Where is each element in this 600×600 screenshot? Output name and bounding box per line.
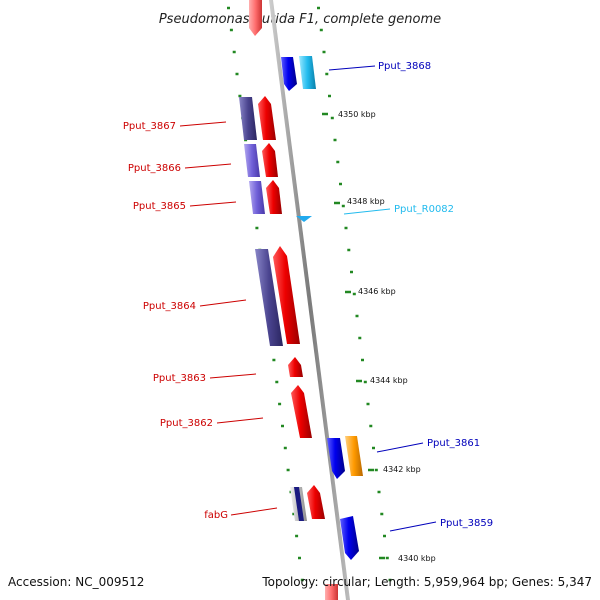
gene-arrow[interactable] [266,180,282,214]
gene-label[interactable]: Pput_3862 [160,418,213,429]
tick-label: 4348 kbp [347,197,385,206]
label-connector [189,201,237,207]
label-connector [216,417,264,424]
major-tick-4348: 4348 kbp [334,197,385,206]
label-connector [389,521,437,532]
major-tick-4344: 4344 kbp [356,376,408,385]
gene-label[interactable]: Pput_3864 [143,301,196,312]
protein-bar[interactable] [255,249,283,346]
major-tick-4342: 4342 kbp [368,465,421,474]
gene-arrow[interactable] [258,96,276,140]
gene-Pput_3866[interactable]: Pput_3866 [128,143,278,177]
gene-arrow[interactable] [340,516,359,560]
protein-bar[interactable] [244,144,260,177]
gene-arrow-offscreen-bottom[interactable] [325,584,338,600]
major-tick-4340: 4340 kbp [379,554,436,563]
tick-label: 4350 kbp [338,110,376,119]
gene-Pput_3859[interactable]: Pput_3859 [340,516,493,560]
rna-arrow[interactable] [296,216,312,222]
gene-label[interactable]: Pput_3859 [440,518,493,529]
label-connector [199,299,247,307]
gene-label[interactable]: fabG [204,510,228,521]
gene-label[interactable]: Pput_3863 [153,373,206,384]
tick-label: 4346 kbp [358,287,396,296]
gene-arrow[interactable] [273,246,300,344]
protein-bar[interactable] [299,56,316,89]
gene-Pput_3863[interactable]: Pput_3863 [153,357,303,384]
gene-Pput_3865[interactable]: Pput_3865 [133,180,282,214]
tick-label: 4342 kbp [383,465,421,474]
protein-bar[interactable] [249,181,265,214]
protein-bar-domain[interactable] [294,487,304,521]
gene-fabG[interactable]: fabG [204,485,325,521]
gene-label[interactable]: Pput_3866 [128,163,181,174]
label-connector [343,208,391,215]
gene-arrow[interactable] [291,385,312,438]
gene-arrow[interactable] [327,438,345,479]
gene-label[interactable]: Pput_3865 [133,201,186,212]
label-connector [179,121,227,127]
tick-label: 4344 kbp [370,376,408,385]
gene-Pput_3868[interactable]: Pput_3868 [281,56,431,91]
label-connector [376,442,424,453]
genome-title: Pseudomonas putida F1, complete genome [159,12,441,27]
protein-bar[interactable] [239,97,257,140]
gene-Pput_3867[interactable]: Pput_3867 [123,96,276,140]
gene-Pput_R0082[interactable]: Pput_R0082 [296,204,454,222]
protein-bar[interactable] [345,436,363,476]
major-tick-4350: 4350 kbp [322,110,376,119]
label-connector [230,507,278,516]
label-connector [184,163,232,169]
gene-arrow[interactable] [288,357,303,377]
topology-label: Topology: circular; Length: 5,959,964 bp… [262,575,592,589]
gene-label[interactable]: Pput_3861 [427,438,480,449]
major-tick-4346: 4346 kbp [345,287,396,296]
gene-label[interactable]: Pput_3867 [123,121,176,132]
gene-arrow[interactable] [281,57,297,91]
accession-label: Accession: NC_009512 [8,575,145,589]
tick-label: 4340 kbp [398,554,436,563]
label-connector [209,373,257,379]
gene-Pput_3864[interactable]: Pput_3864 [143,246,300,346]
gene-label[interactable]: Pput_3868 [378,61,431,72]
gene-Pput_3861[interactable]: Pput_3861 [327,436,480,479]
label-connector [328,65,376,71]
gene-Pput_3862[interactable]: Pput_3862 [160,385,312,438]
gene-arrow-offscreen-top[interactable] [249,0,262,36]
gene-arrow[interactable] [262,143,278,177]
gene-arrow[interactable] [307,485,325,519]
gene-label[interactable]: Pput_R0082 [394,204,454,215]
